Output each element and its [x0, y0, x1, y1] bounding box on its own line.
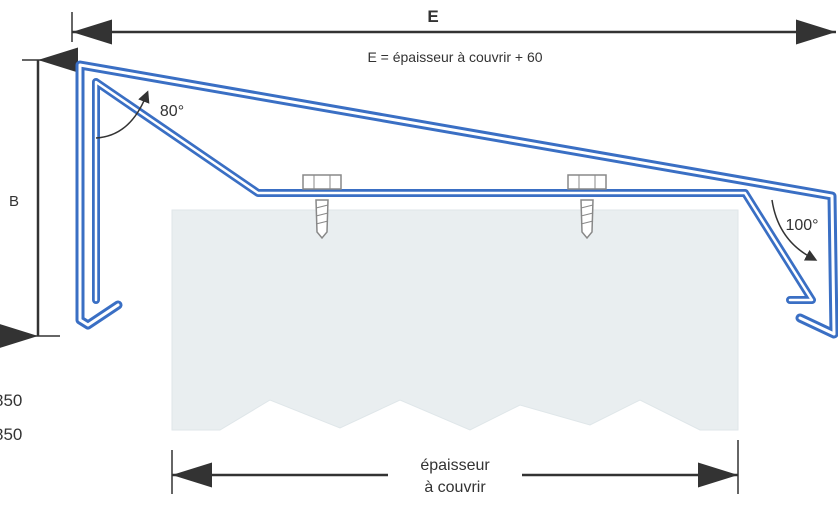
e-formula: E = épaisseur à couvrir + 60 — [367, 49, 542, 65]
covered-panel — [171, 209, 739, 431]
b-label: B — [9, 193, 19, 210]
cut-text-left-1: 850 — [0, 391, 22, 410]
screw-right — [567, 174, 607, 240]
screw-left — [302, 174, 342, 240]
angle-arc-right — [771, 199, 818, 261]
bottom-label-line1: épaisseur — [420, 457, 490, 474]
cut-text-left-2: 850 — [0, 425, 22, 444]
angle-label-left: 80° — [160, 103, 184, 120]
bottom-label-line2: à couvrir — [424, 479, 486, 496]
angle-arc-left — [95, 90, 150, 139]
angle-label-right: 100° — [785, 217, 818, 234]
e-title: E — [427, 7, 438, 26]
profile-outline — [75, 60, 838, 339]
